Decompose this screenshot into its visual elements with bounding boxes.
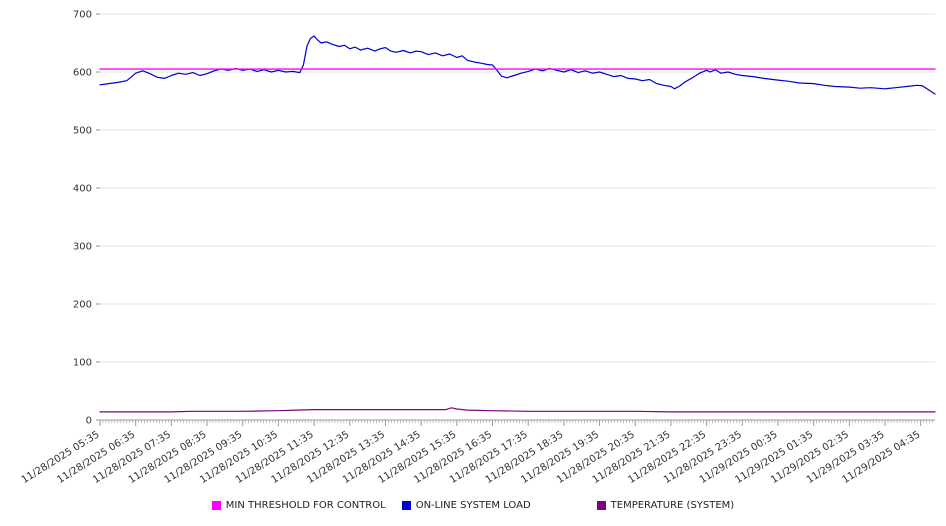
legend-item[interactable]: ON-LINE SYSTEM LOAD [401, 500, 531, 511]
series-line [99, 35, 936, 95]
legend-item[interactable]: MIN THRESHOLD FOR CONTROL [211, 500, 386, 511]
y-tick-label: 400 [73, 184, 92, 195]
legend-label: TEMPERATURE (SYSTEM) [610, 500, 735, 511]
chart-container: 0 100 200 300 400 500 600 700 11/28/2025 05:35 11… [0, 10, 946, 511]
legend-item[interactable]: TEMPERATURE (SYSTEM) [596, 500, 735, 511]
chart-legend: MIN THRESHOLD FOR CONTROL ON-LINE SYSTEM … [0, 500, 946, 511]
y-tick-label: 200 [73, 300, 92, 311]
series-line [99, 407, 936, 413]
legend-swatch [211, 501, 221, 510]
y-tick-label: 0 [86, 416, 92, 427]
legend-label: MIN THRESHOLD FOR CONTROL [225, 500, 386, 511]
y-tick-label: 600 [73, 68, 92, 79]
y-tick-label: 500 [73, 126, 92, 137]
legend-swatch [401, 501, 411, 510]
y-tick-label: 700 [73, 10, 92, 21]
legend-swatch [596, 501, 606, 510]
y-tick-label: 100 [73, 358, 92, 369]
legend-label: ON-LINE SYSTEM LOAD [415, 500, 531, 511]
y-tick-label: 300 [73, 242, 92, 253]
